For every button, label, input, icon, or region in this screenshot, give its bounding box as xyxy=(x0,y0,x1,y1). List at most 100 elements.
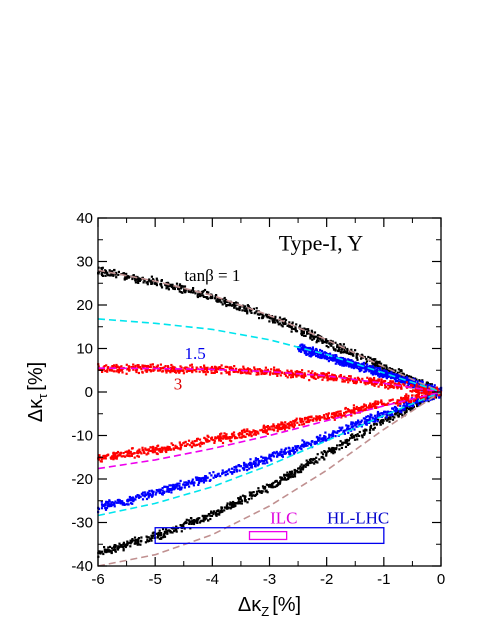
scatter-point xyxy=(180,443,183,447)
scatter-point xyxy=(105,364,108,367)
scatter-point xyxy=(255,373,258,376)
scatter-point xyxy=(394,402,398,405)
scatter-point xyxy=(148,492,151,495)
scatter-point xyxy=(332,379,335,382)
scatter-point xyxy=(319,441,322,444)
scatter-point xyxy=(375,372,378,375)
scatter-point xyxy=(360,357,363,360)
scatter-point xyxy=(385,413,388,416)
scatter-point xyxy=(197,443,200,446)
scatter-point xyxy=(215,368,218,371)
scatter-point xyxy=(161,448,164,452)
scatter-series xyxy=(97,363,442,463)
scatter-point xyxy=(295,417,298,420)
scatter-point xyxy=(387,374,390,377)
scatter-point xyxy=(403,408,406,411)
scatter-point xyxy=(394,373,397,376)
scatter-point xyxy=(291,372,294,375)
scatter-point xyxy=(253,432,257,435)
scatter-point xyxy=(175,530,178,533)
scatter-point xyxy=(344,406,347,410)
scatter-point xyxy=(400,386,403,389)
scatter-point xyxy=(185,481,188,484)
scatter-point xyxy=(300,331,304,334)
scatter-point xyxy=(271,482,274,486)
scatter-point xyxy=(336,343,339,346)
scatter-point xyxy=(363,367,366,370)
scatter-point xyxy=(277,454,280,457)
scatter-point xyxy=(168,484,171,487)
scatter-point xyxy=(226,506,229,509)
scatter-point xyxy=(422,400,426,403)
scatter-point xyxy=(315,354,318,358)
scatter-point xyxy=(100,267,103,270)
x-tick-label: -6 xyxy=(91,571,104,588)
scatter-point xyxy=(339,410,342,413)
scatter-point xyxy=(304,465,307,468)
scatter-point xyxy=(431,386,434,389)
scatter-point xyxy=(117,501,120,504)
scatter-point xyxy=(373,384,376,387)
scatter-point xyxy=(189,364,192,367)
scatter-point xyxy=(191,440,194,443)
scatter-point xyxy=(169,448,172,451)
scatter-point xyxy=(335,377,338,380)
scatter-point xyxy=(123,545,126,548)
scatter-point xyxy=(404,401,408,404)
scatter-point xyxy=(258,317,261,320)
scatter-point xyxy=(117,499,120,502)
scatter-point xyxy=(363,403,366,406)
scatter-point xyxy=(275,484,278,487)
scatter-point xyxy=(415,395,418,398)
scatter-point xyxy=(261,315,264,318)
scatter-point xyxy=(305,353,308,356)
scatter-point xyxy=(215,370,218,373)
scatter-point xyxy=(166,532,169,535)
scatter-point xyxy=(404,377,407,381)
scatter-point xyxy=(199,445,202,448)
scatter-point xyxy=(240,429,244,432)
scatter-point xyxy=(330,376,333,380)
scatter-point xyxy=(363,370,366,373)
scatter-point xyxy=(104,502,107,505)
scatter-point xyxy=(243,371,246,374)
scatter-point xyxy=(323,417,326,420)
scatter-point xyxy=(416,380,419,383)
scatter-point xyxy=(114,548,117,551)
y-tick-label: -40 xyxy=(71,558,93,575)
scatter-point xyxy=(408,382,411,385)
scatter-point xyxy=(265,429,268,432)
scatter-point xyxy=(343,348,346,351)
scatter-point xyxy=(311,370,314,373)
scatter-point xyxy=(201,477,204,480)
scatter-point xyxy=(148,539,151,543)
scatter-point xyxy=(263,462,266,465)
scatter-point xyxy=(349,434,353,437)
scatter-point xyxy=(180,488,183,491)
scatter-point xyxy=(249,491,252,494)
scatter-point xyxy=(107,550,110,553)
scatter-point xyxy=(145,493,148,497)
scatter-point xyxy=(437,393,440,396)
scatter-point xyxy=(342,429,346,432)
scatter-point xyxy=(209,514,212,517)
scatter-point xyxy=(289,376,293,379)
scatter-point xyxy=(136,280,139,283)
scatter-point xyxy=(364,404,367,407)
scatter-point xyxy=(293,422,296,425)
scatter-point xyxy=(178,283,182,286)
scatter-point xyxy=(328,435,331,438)
scatter-point xyxy=(150,446,153,449)
scatter-point xyxy=(246,430,249,433)
scatter-point xyxy=(372,383,375,386)
scatter-point xyxy=(382,381,385,384)
scatter-point xyxy=(194,476,198,479)
scatter-point xyxy=(305,463,309,466)
scatter-point xyxy=(306,353,309,356)
scatter-point xyxy=(405,404,408,407)
scatter-point xyxy=(180,369,183,372)
scatter-point xyxy=(233,501,236,505)
scatter-point xyxy=(235,367,238,370)
scatter-point xyxy=(422,390,425,393)
